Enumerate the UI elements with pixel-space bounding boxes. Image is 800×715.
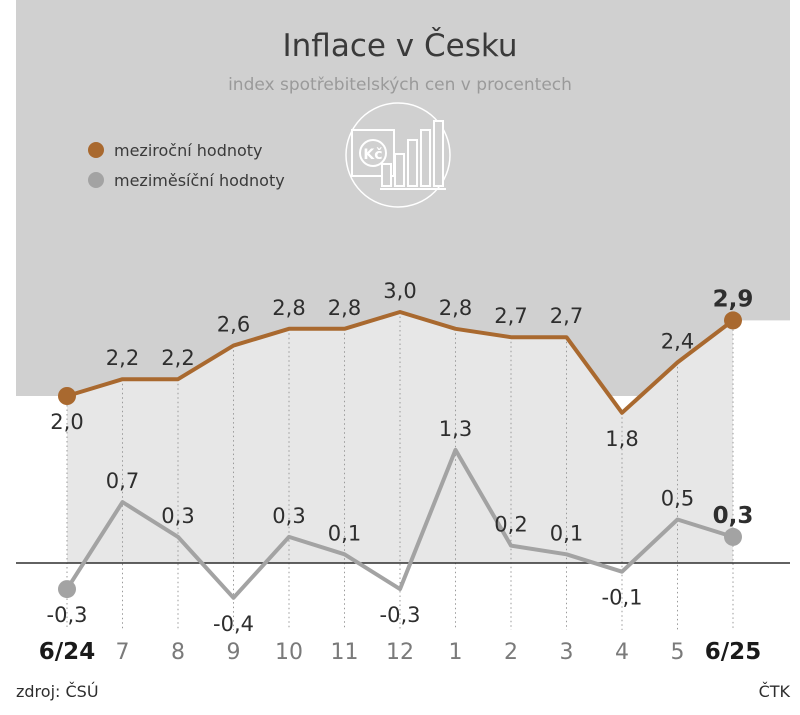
chart-subtitle: index spotřebitelských cen v procentech [228, 75, 572, 95]
annual-value-label: 2,6 [217, 313, 250, 337]
annual-value-label: 2,9 [713, 286, 754, 312]
x-tick-label: 6/24 [39, 639, 95, 665]
monthly-line [65, 447, 734, 600]
monthly-value-label: 0,3 [713, 503, 754, 529]
monthly-value-label: 0,1 [328, 521, 361, 545]
x-tick-label: 5 [671, 640, 685, 665]
data-labels: 2,0 2,2 2,2 2,6 2,8 2,8 3,0 2,8 2,7 2,7 1,8 2,4 2,9 -… [47, 279, 754, 636]
monthly-value-label: 0,5 [661, 487, 694, 511]
annual-value-label: 2,4 [661, 329, 694, 353]
annual-value-label: 2,7 [494, 304, 527, 328]
x-tick-label: 7 [116, 640, 130, 665]
monthly-value-label: 0,2 [494, 513, 527, 537]
annual-value-label: 2,2 [161, 346, 194, 370]
x-tick-label: 6/25 [705, 639, 761, 665]
annual-value-label: 3,0 [383, 279, 416, 303]
data-marks [58, 311, 742, 599]
annual-value-label: 1,8 [605, 427, 638, 451]
monthly-value-label: 0,3 [161, 504, 194, 528]
monthly-point-marker [58, 580, 76, 599]
monthly-value-label: -0,1 [602, 586, 643, 610]
x-axis-ticks: 6/24 7 8 9 10 11 12 1 2 3 4 5 6/25 [39, 639, 761, 665]
x-tick-label: 10 [275, 640, 303, 665]
annual-value-label: 2,0 [50, 410, 83, 434]
legend: meziroční hodnoty meziměsíční hodnoty [88, 141, 285, 190]
annual-value-label: 2,8 [328, 296, 361, 320]
header-background [16, 0, 790, 396]
x-tick-label: 1 [449, 640, 463, 665]
x-tick-label: 9 [227, 640, 241, 665]
x-tick-label: 3 [560, 640, 574, 665]
source-note: zdroj: ČSÚ [16, 682, 99, 701]
monthly-value-label: 1,3 [439, 417, 472, 441]
legend-marker-annual [88, 142, 104, 158]
x-tick-label: 2 [504, 640, 518, 665]
monthly-value-label: -0,4 [213, 612, 254, 636]
x-tick-label: 8 [171, 640, 185, 665]
x-tick-label: 4 [615, 640, 629, 665]
annual-line [66, 310, 735, 415]
x-tick-label: 12 [386, 640, 414, 665]
chart-title: Inflace v Česku [283, 27, 518, 64]
vertical-guides [66, 312, 734, 630]
legend-marker-monthly [88, 172, 104, 188]
monthly-value-label: -0,3 [47, 603, 88, 627]
monthly-value-label: -0,3 [380, 603, 421, 627]
annual-value-label: 2,2 [106, 346, 139, 370]
monthly-value-label: 0,7 [106, 469, 139, 493]
svg-text:Kč: Kč [363, 147, 382, 163]
annual-value-label: 2,8 [439, 296, 472, 320]
annual-value-label: 2,8 [272, 296, 305, 320]
annual-point-marker [58, 387, 76, 405]
legend-label-annual: meziroční hodnoty [114, 141, 263, 160]
agency-credit: ČTK [759, 682, 791, 701]
x-tick-label: 11 [331, 640, 359, 665]
monthly-value-label: 0,1 [550, 521, 583, 545]
monthly-point-marker [724, 527, 742, 546]
koruna-bar-chart-icon: Kč [345, 102, 451, 208]
annual-value-label: 2,7 [550, 304, 583, 328]
legend-label-monthly: meziměsíční hodnoty [114, 171, 285, 190]
annual-point-marker [724, 311, 742, 330]
monthly-value-label: 0,3 [272, 504, 305, 528]
